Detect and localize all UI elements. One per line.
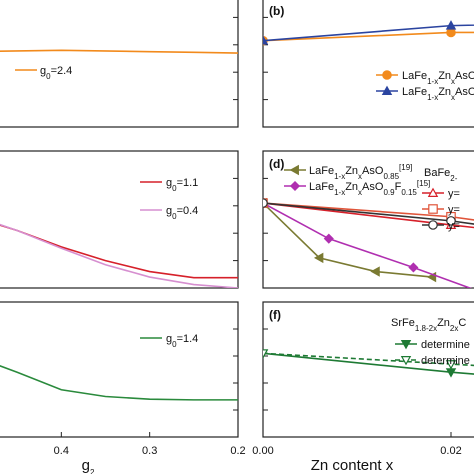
series-line-3 — [263, 202, 474, 221]
legend-marker — [382, 70, 392, 80]
panel-left-mid — [0, 150, 239, 289]
panel-left-top — [0, 0, 239, 128]
panel-label: (f) — [269, 308, 281, 322]
legend-marker — [381, 85, 393, 95]
legend-marker — [289, 180, 301, 192]
data-point — [370, 266, 380, 277]
series-line-0 — [263, 202, 433, 278]
data-point — [446, 216, 456, 226]
x-axis-title: g2 — [82, 457, 95, 474]
legend-label: LaFe1-xZnxAsO0. — [402, 70, 474, 86]
legend-title: BaFe2- — [424, 167, 458, 183]
x-tick-label: 0.02 — [440, 445, 461, 457]
legend-label: LaFe1-xZnxAsO0.9F0.15[15] — [309, 179, 430, 197]
series-line-4 — [263, 202, 474, 225]
panel-frame — [262, 301, 474, 438]
plot-area — [0, 365, 238, 401]
legend-label: g0=1.1 — [166, 177, 198, 193]
x-tick-label: 0.4 — [54, 445, 69, 457]
panel-d: (d) — [262, 150, 474, 289]
legend-label: determine — [421, 339, 470, 351]
legend-left-mid: g0=1.1 g0=0.4 — [140, 177, 198, 221]
data-point — [263, 35, 269, 45]
data-point — [408, 262, 419, 273]
panel-label: (b) — [269, 4, 284, 18]
legend-b: LaFe1-xZnxAsO0.LaFe1-xZnxAsO0. — [376, 70, 474, 102]
x-tick-label: 0.00 — [252, 445, 273, 457]
legend-label: y= — [448, 188, 460, 200]
series-line-0 — [263, 352, 474, 375]
series-line-0 — [263, 31, 474, 42]
plot-area — [0, 223, 238, 288]
legend-title: SrFe1.8-2xZn2xC — [391, 317, 466, 333]
panel-left-bottom: 0.4 0.3 0.2 — [0, 301, 246, 457]
legend-marker — [428, 220, 438, 230]
data-point — [445, 360, 457, 370]
legend-label: y= — [448, 204, 460, 216]
panel-f: 0.000.020.04(f) — [252, 301, 474, 457]
series-line-1 — [263, 24, 474, 42]
legend-label: y= — [448, 220, 460, 232]
panel-b: (b) — [262, 0, 474, 128]
x-tick-label: 0.3 — [142, 445, 157, 457]
legend-left-top: g0=2.4 — [15, 65, 72, 81]
series-line-0 — [0, 49, 238, 54]
series-line-1 — [0, 223, 238, 288]
panel-frame — [0, 150, 239, 289]
x-axis-title: Zn content x — [311, 457, 394, 474]
legend-label: determine — [421, 355, 470, 367]
panel-frame — [0, 0, 239, 128]
legend-marker — [400, 356, 412, 366]
legend-d: LaFe1-xZnxAsO0.85[19]LaFe1-xZnxAsO0.9F0.… — [284, 163, 460, 232]
series-line-1 — [263, 202, 473, 288]
legend-marker — [289, 164, 299, 176]
legend-label: LaFe1-xZnxAsO0. — [402, 86, 474, 102]
legend-label: g0=2.4 — [40, 65, 72, 81]
legend-marker — [427, 187, 439, 197]
legend-label: g0=0.4 — [166, 205, 198, 221]
plot-area — [263, 20, 474, 46]
series-line-0 — [0, 365, 238, 401]
plot-area — [263, 197, 474, 288]
panel-frame — [262, 0, 474, 128]
legend-marker — [428, 204, 438, 214]
legend-label: g0=1.4 — [166, 333, 198, 349]
plot-area — [263, 349, 474, 378]
data-point — [263, 198, 268, 208]
data-point — [323, 233, 334, 244]
legend-left-bottom: g0=1.4 g2 — [82, 333, 199, 474]
series-line-2 — [263, 202, 474, 229]
x-tick-label: 0.2 — [230, 445, 245, 457]
data-point — [263, 349, 269, 359]
plot-area — [0, 49, 238, 54]
panel-label: (d) — [269, 157, 284, 171]
legend-f: SrFe1.8-2xZn2xC determine determine Zn cont… — [311, 317, 470, 474]
panel-frame — [262, 150, 474, 289]
data-point — [445, 20, 457, 30]
panel-frame — [0, 301, 239, 438]
legend-marker — [400, 340, 412, 350]
legend-label: LaFe1-xZnxAsO0.85[19] — [309, 163, 412, 181]
data-point — [313, 252, 324, 264]
